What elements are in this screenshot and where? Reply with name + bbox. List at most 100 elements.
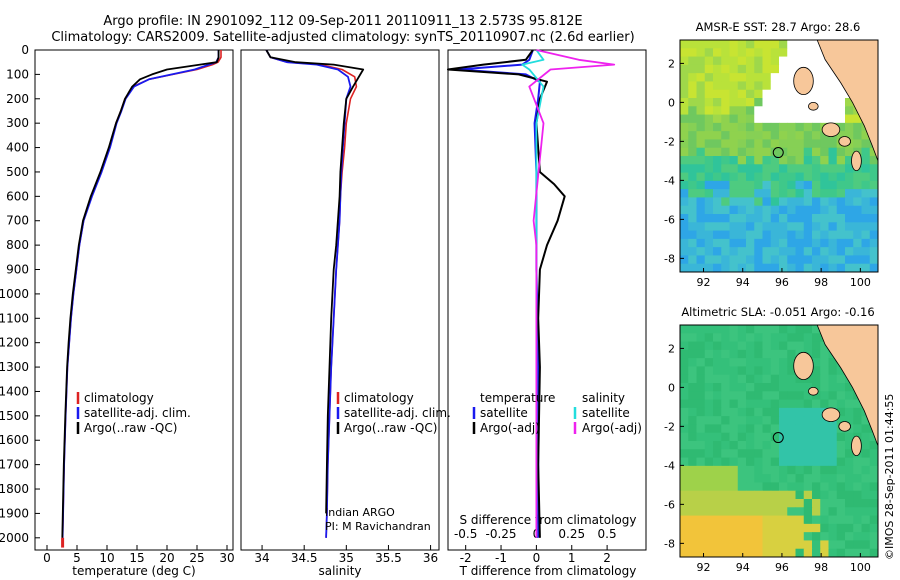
map-cell <box>688 457 697 467</box>
map-frame <box>679 324 879 558</box>
map-cell <box>779 407 788 417</box>
map-cell <box>754 263 763 273</box>
map-cell <box>787 98 796 107</box>
x-tick-label: 34 <box>254 551 269 565</box>
map-cell <box>721 441 730 450</box>
map-cell <box>836 374 846 384</box>
map-cell <box>746 391 755 401</box>
map-cell <box>787 214 796 223</box>
map-cell <box>704 222 714 232</box>
map-cell <box>861 205 871 215</box>
map-cell <box>704 180 714 190</box>
map-cell <box>845 247 854 256</box>
map-cell <box>704 81 714 91</box>
map-cell <box>688 131 697 140</box>
map-cell <box>680 366 689 376</box>
map-cell <box>853 180 862 190</box>
map-cell <box>746 64 755 74</box>
map-cell <box>787 341 796 351</box>
map-cell <box>721 106 730 116</box>
map-cell <box>836 214 846 223</box>
map-cell <box>812 457 821 467</box>
map-cell <box>845 507 854 517</box>
map-cell <box>762 449 772 459</box>
map-cell <box>713 122 722 132</box>
map-cell <box>803 341 813 351</box>
map-cell <box>779 180 788 190</box>
map-cell <box>787 416 796 425</box>
map-cell <box>729 222 739 232</box>
map-cell <box>779 383 788 392</box>
map-cell <box>779 255 788 265</box>
map-cell <box>721 197 730 207</box>
map-cell <box>770 122 780 132</box>
map-cell <box>704 341 714 351</box>
map-cell <box>746 532 755 541</box>
map-cell <box>680 255 689 265</box>
map-cell <box>729 180 739 190</box>
map-cell <box>688 374 697 384</box>
map-cell <box>779 214 788 223</box>
map-cell <box>762 172 772 182</box>
map-cell <box>754 457 763 467</box>
map-cell <box>754 114 763 124</box>
map-cell <box>729 89 739 99</box>
map-cell <box>737 499 747 508</box>
map-cell <box>737 64 747 74</box>
map-cell <box>729 197 739 207</box>
map-cell <box>795 172 805 182</box>
map-cell <box>787 432 796 442</box>
map-cell <box>762 366 772 376</box>
map-cell <box>737 180 747 190</box>
map-cell <box>754 383 763 392</box>
map-cell <box>762 238 772 248</box>
map-cell <box>820 189 829 198</box>
map-cell <box>779 341 788 351</box>
map-cell <box>820 263 829 273</box>
map-cell <box>787 263 796 273</box>
map-cell <box>762 81 772 91</box>
map-cell <box>812 180 821 190</box>
map-y-tick-label: 2 <box>668 342 675 355</box>
map-cell <box>820 523 829 533</box>
map-cell <box>861 515 871 525</box>
map-cell <box>812 56 821 66</box>
map-cell <box>820 81 829 91</box>
map-cell <box>713 247 722 256</box>
map-cell <box>812 441 821 450</box>
map-cell <box>820 474 829 483</box>
map-cell <box>688 156 697 165</box>
map-cell <box>688 147 697 157</box>
map-cell <box>779 131 788 140</box>
map-cell <box>737 89 747 99</box>
map-cell <box>762 64 772 74</box>
map-cell <box>688 391 697 401</box>
map-cell <box>754 548 763 558</box>
legend-label-climatology: climatology <box>84 391 154 405</box>
map-cell <box>795 114 805 124</box>
map-cell <box>770 341 780 351</box>
map-cell <box>845 482 854 492</box>
map-cell <box>853 222 862 232</box>
map-cell <box>787 40 796 49</box>
map-cell <box>770 383 780 392</box>
map-cell <box>729 349 739 359</box>
map-cell <box>845 205 854 215</box>
map-cell <box>729 391 739 401</box>
map-cell <box>721 457 730 467</box>
map-cell <box>713 407 722 417</box>
map-cell <box>721 189 730 198</box>
map-cell <box>680 424 689 434</box>
map-cell <box>787 89 796 99</box>
map-cell <box>746 407 755 417</box>
map-cell <box>688 349 697 359</box>
map-cell <box>787 507 796 517</box>
map-cell <box>746 180 755 190</box>
map-cell <box>746 247 755 256</box>
sal-x-axis: 34 34.5 35 35.5 36 <box>254 545 438 565</box>
map-cell <box>713 197 722 207</box>
diff-xlabel-top: S difference from climatology <box>460 513 637 527</box>
map-cell <box>803 238 813 248</box>
map-cell <box>746 441 755 450</box>
